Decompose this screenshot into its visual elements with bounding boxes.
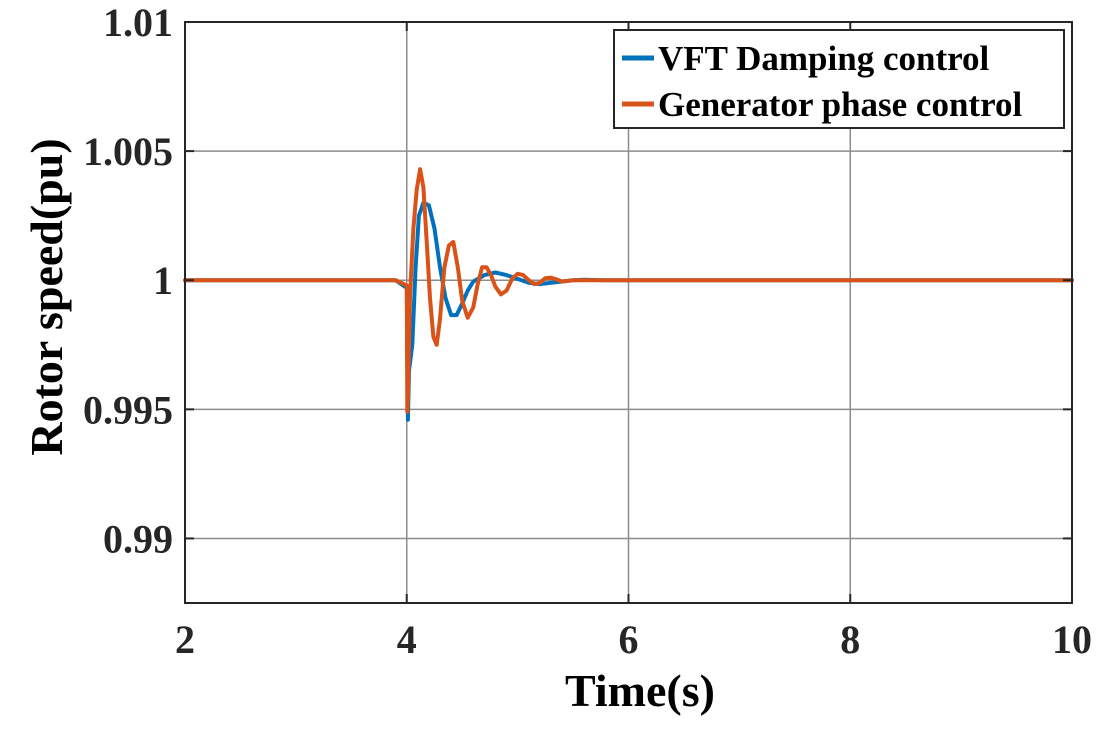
x-tick-label: 6 — [619, 617, 639, 662]
legend-label: VFT Damping control — [658, 39, 990, 78]
y-tick-label: 1 — [153, 258, 173, 303]
legend-box — [613, 29, 1065, 129]
x-tick-label: 10 — [1052, 617, 1092, 662]
x-axis-title: Time(s) — [565, 665, 715, 716]
x-axis-ticks: 2 4 6 8 10 — [175, 22, 1092, 662]
y-tick-label: 1.005 — [83, 129, 173, 174]
x-tick-label: 2 — [175, 617, 195, 662]
y-tick-label: 0.995 — [83, 387, 173, 432]
y-axis-ticks: 0.99 0.995 1 1.005 1.01 — [83, 0, 1072, 561]
series-line-2 — [183, 167, 1074, 414]
y-tick-label: 0.99 — [103, 516, 173, 561]
x-tick-label: 8 — [840, 617, 860, 662]
legend: VFT Damping control Generator phase contr… — [613, 29, 1065, 129]
y-tick-label: 1.01 — [103, 0, 173, 45]
series-lines — [183, 167, 1074, 422]
legend-label: Generator phase control — [658, 85, 1022, 124]
y-axis-title: Rotor speed(pu) — [21, 138, 72, 455]
x-tick-label: 4 — [397, 617, 417, 662]
